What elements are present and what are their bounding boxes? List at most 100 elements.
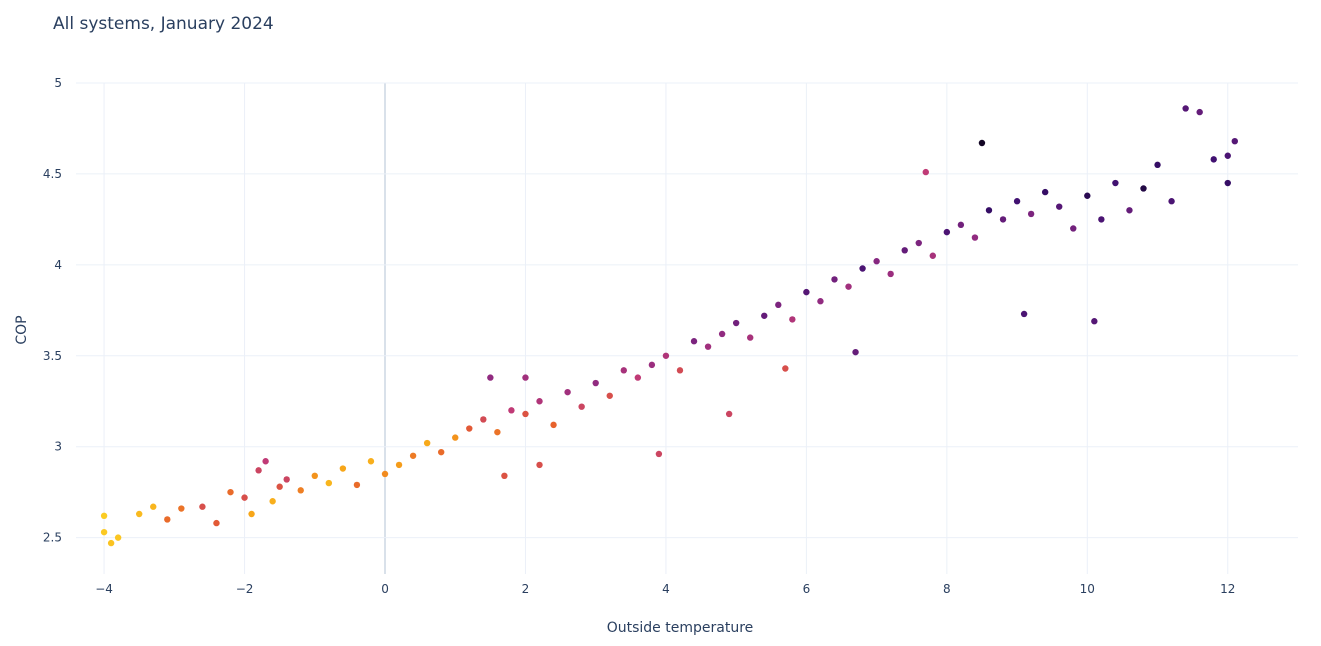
data-points xyxy=(100,105,1238,547)
data-point xyxy=(136,510,143,518)
data-point xyxy=(466,425,473,432)
data-point xyxy=(578,403,585,410)
y-tick-label: 3 xyxy=(54,440,62,454)
x-tick-label: 8 xyxy=(943,582,951,596)
data-point xyxy=(634,374,642,381)
data-point xyxy=(929,252,937,259)
data-point xyxy=(662,352,670,359)
data-point xyxy=(522,374,529,381)
data-point xyxy=(1020,310,1028,318)
data-point xyxy=(999,216,1007,223)
y-axis-ticks: 2.5 3 3.5 4 4.5 5 xyxy=(43,76,62,545)
data-point xyxy=(107,539,115,547)
data-point xyxy=(606,392,613,399)
x-axis-ticks: −4 −2 0 2 4 6 8 10 12 xyxy=(95,582,1235,596)
data-point xyxy=(852,348,859,356)
data-point xyxy=(100,528,108,536)
data-point xyxy=(831,276,838,283)
data-point xyxy=(873,258,880,265)
data-point xyxy=(732,319,740,327)
data-point xyxy=(718,330,726,338)
data-point xyxy=(452,434,459,441)
data-point xyxy=(283,476,290,483)
data-point xyxy=(536,461,543,469)
data-point xyxy=(655,450,663,458)
data-point xyxy=(1224,152,1231,159)
y-tick-label: 2.5 xyxy=(43,531,62,545)
x-tick-label: 10 xyxy=(1080,582,1095,596)
data-point xyxy=(1182,105,1189,112)
data-point xyxy=(845,283,852,290)
data-point xyxy=(775,301,782,309)
x-tick-label: −4 xyxy=(95,582,113,596)
data-point xyxy=(199,503,206,510)
data-point xyxy=(241,494,248,501)
data-point xyxy=(227,488,234,496)
data-point xyxy=(1056,203,1063,210)
data-point xyxy=(395,461,403,469)
data-point xyxy=(353,481,361,489)
data-point xyxy=(957,221,965,229)
data-point xyxy=(782,365,789,372)
data-point xyxy=(915,239,922,247)
data-point xyxy=(620,367,627,374)
data-point xyxy=(550,421,557,429)
data-point xyxy=(1112,179,1119,187)
data-point xyxy=(437,448,445,456)
data-point xyxy=(164,516,171,523)
data-point xyxy=(178,505,185,512)
data-point xyxy=(803,288,810,296)
data-point xyxy=(381,470,389,478)
data-point xyxy=(704,343,712,350)
data-point xyxy=(725,410,733,418)
data-point xyxy=(1084,192,1091,199)
data-point xyxy=(494,428,501,436)
y-tick-label: 4 xyxy=(54,258,62,272)
data-point xyxy=(1041,188,1049,196)
data-point xyxy=(114,534,122,541)
data-point xyxy=(409,452,417,459)
data-point xyxy=(1224,179,1231,187)
data-point xyxy=(262,458,269,465)
data-point xyxy=(901,247,908,254)
data-point xyxy=(1027,210,1035,218)
data-point xyxy=(269,498,276,505)
data-point xyxy=(522,410,529,418)
y-tick-label: 4.5 xyxy=(43,167,62,181)
data-point xyxy=(690,338,698,345)
x-tick-label: 0 xyxy=(381,582,389,596)
data-point xyxy=(817,298,824,305)
data-point xyxy=(1196,108,1203,116)
data-point xyxy=(1140,185,1147,192)
data-point xyxy=(1013,198,1021,205)
data-point xyxy=(943,228,951,236)
data-point xyxy=(1210,156,1217,163)
data-point xyxy=(887,270,894,278)
data-point xyxy=(1098,216,1105,223)
data-point xyxy=(150,503,157,510)
data-point xyxy=(248,510,255,518)
data-point xyxy=(255,467,262,474)
data-point xyxy=(971,234,979,241)
x-tick-label: 6 xyxy=(803,582,811,596)
data-point xyxy=(311,472,318,479)
data-point xyxy=(648,361,656,369)
x-tick-label: 2 xyxy=(522,582,530,596)
data-point xyxy=(747,334,754,341)
y-tick-label: 5 xyxy=(54,76,62,90)
data-point xyxy=(276,483,283,490)
data-point xyxy=(508,407,515,414)
data-point xyxy=(1091,318,1098,325)
data-point xyxy=(100,512,108,520)
data-point xyxy=(297,487,304,494)
x-tick-label: 12 xyxy=(1220,582,1235,596)
data-point xyxy=(1231,137,1238,145)
data-point xyxy=(487,374,494,381)
data-point xyxy=(859,265,866,272)
data-point xyxy=(339,465,347,472)
x-tick-label: 4 xyxy=(662,582,670,596)
x-tick-label: −2 xyxy=(236,582,254,596)
data-point xyxy=(325,479,333,487)
